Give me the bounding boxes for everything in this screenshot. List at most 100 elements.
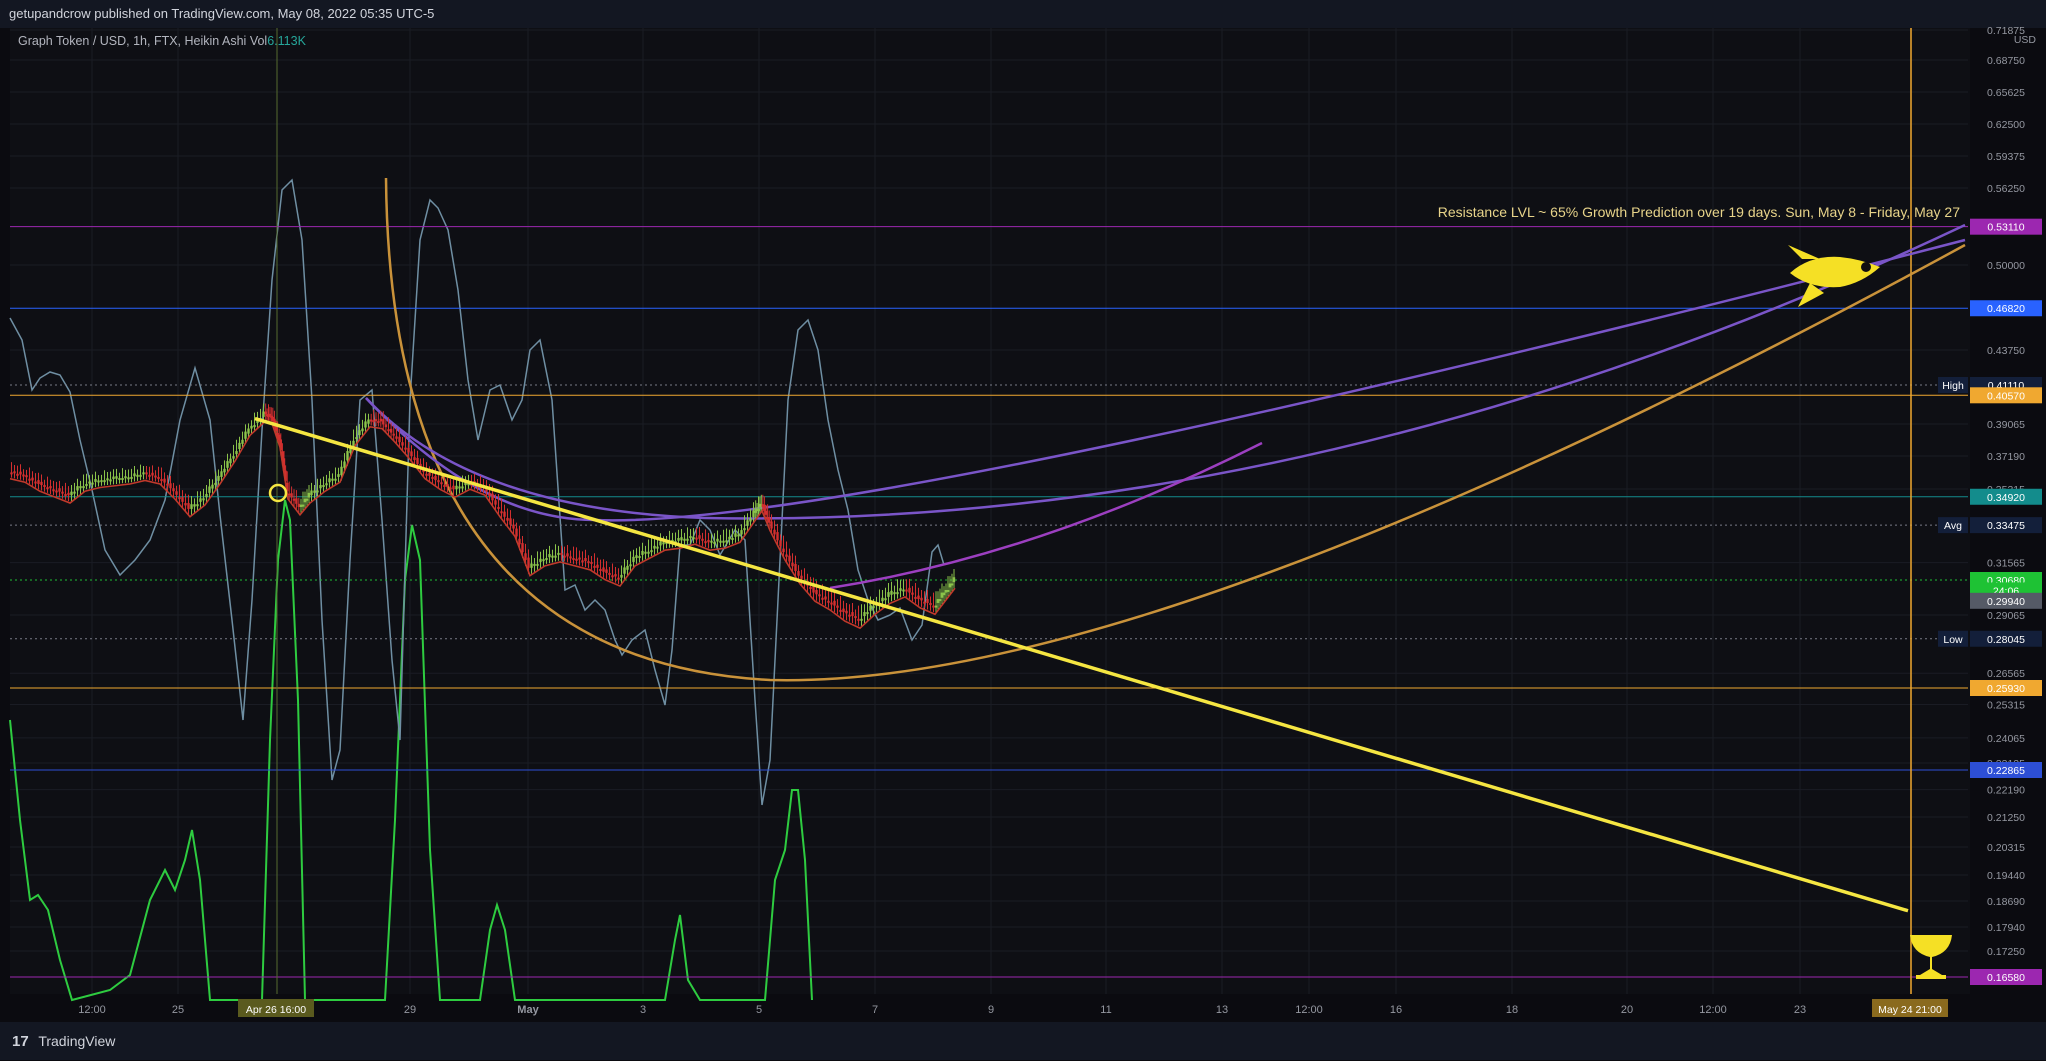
descending-trendline xyxy=(254,416,1909,913)
candle-body xyxy=(310,490,313,496)
candle-body xyxy=(389,428,393,433)
candle-body xyxy=(934,605,938,608)
candle-body xyxy=(88,481,91,484)
currency-label: USD xyxy=(2014,34,2037,46)
candle-body xyxy=(905,589,908,592)
candle-body xyxy=(229,458,232,464)
time-tick-label: 9 xyxy=(988,1004,994,1016)
price-tick-label: 0.43750 xyxy=(1987,345,2025,357)
candle-body xyxy=(923,601,926,604)
price-badge-prefix: Avg xyxy=(1944,520,1962,532)
candle-body xyxy=(413,457,416,461)
candle-body xyxy=(325,483,328,486)
time-axis[interactable] xyxy=(10,994,1970,1022)
candle-body xyxy=(908,587,911,593)
candle-body xyxy=(437,480,440,483)
resistance-annotation[interactable]: Resistance LVL ~ 65% Growth Prediction o… xyxy=(1438,204,1960,220)
time-tick-label: 25 xyxy=(172,1004,184,1016)
candle-body xyxy=(488,492,491,496)
candle-body xyxy=(270,415,273,418)
candle-body xyxy=(527,557,530,568)
candle-body xyxy=(896,592,899,595)
legend-vol-label: Vol xyxy=(249,34,268,48)
candle-body xyxy=(70,491,73,496)
candle-body xyxy=(881,597,884,602)
candle-body xyxy=(671,539,674,542)
price-tick-label: 0.17940 xyxy=(1987,922,2025,934)
candle-body xyxy=(181,497,184,502)
candle-body xyxy=(271,416,274,422)
time-axis-labels: 12:00 25 29 May 3 5 7 9 11 13 12:00 16 18 20 12:00 23 Ap… xyxy=(78,999,1948,1017)
candle-body xyxy=(367,419,370,424)
candle-body xyxy=(250,425,253,429)
candle-body xyxy=(422,469,425,472)
orange-arc xyxy=(384,177,1966,682)
candle-body xyxy=(560,552,563,555)
candle-body xyxy=(539,558,542,562)
candle-body xyxy=(946,589,950,592)
candle-body xyxy=(370,419,373,422)
tradingview-logo-icon[interactable]: 17 xyxy=(12,1033,29,1050)
candle-body xyxy=(518,538,521,545)
candle-body xyxy=(851,612,854,617)
candle-body xyxy=(265,414,269,417)
candle-body xyxy=(100,480,103,483)
candle-body xyxy=(461,486,464,489)
candle-body xyxy=(337,474,340,477)
candle-body xyxy=(680,537,683,541)
chart-legend[interactable]: Graph Token / USD, 1h, FTX, Heikin Ashi … xyxy=(18,34,306,48)
candle-body xyxy=(758,503,762,507)
candle-body xyxy=(290,493,293,498)
candle-body xyxy=(214,482,217,485)
candle-body xyxy=(494,500,497,505)
candle-body xyxy=(782,548,785,553)
candle-body xyxy=(136,474,139,477)
time-tick-label: 13 xyxy=(1216,1004,1228,1016)
candle-body xyxy=(392,433,395,436)
price-badge xyxy=(1970,680,2042,696)
candle-body xyxy=(384,424,388,428)
candle-body xyxy=(521,543,524,553)
candle-body xyxy=(773,529,776,535)
candle-body xyxy=(244,431,247,439)
footer-brand[interactable]: TradingView xyxy=(38,1033,116,1049)
candle-body xyxy=(103,480,106,483)
candle-body xyxy=(899,588,902,591)
candle-body xyxy=(115,476,118,479)
candle-body xyxy=(241,439,244,444)
magenta-curve xyxy=(829,441,1263,590)
price-badge-prefix-bg xyxy=(1938,377,1968,393)
candle-body xyxy=(419,463,422,468)
price-tick-label: 0.31565 xyxy=(1987,558,2025,570)
price-badge xyxy=(1970,762,2042,778)
candle-body xyxy=(686,538,689,541)
candle-body xyxy=(452,485,455,490)
candle-body xyxy=(208,486,211,493)
candle-body xyxy=(491,493,494,501)
candle-body xyxy=(800,575,803,579)
time-marker-badge xyxy=(238,999,314,1017)
candle-body xyxy=(760,504,763,507)
time-tick-label: 23 xyxy=(1794,1004,1806,1016)
publish-header: getupandcrow published on TradingView.co… xyxy=(0,0,2046,28)
candle-body xyxy=(641,550,644,555)
candle-body xyxy=(887,592,890,597)
candle-body xyxy=(382,419,385,425)
time-marker-badge xyxy=(1872,999,1948,1017)
candle-body xyxy=(262,411,265,417)
candle-body xyxy=(276,432,279,436)
candle-body xyxy=(698,535,701,539)
candle-body xyxy=(854,616,857,619)
candle-body xyxy=(443,485,446,488)
legend-symbol: Graph Token / USD, 1h, FTX, Heikin Ashi xyxy=(18,34,247,48)
candle-body xyxy=(599,569,602,572)
candle-body xyxy=(58,488,61,492)
price-badge-value: 0.28045 xyxy=(1987,634,2025,646)
candle-body xyxy=(268,413,272,416)
candle-body xyxy=(848,614,851,617)
candle-body xyxy=(707,539,710,543)
candle-body xyxy=(284,470,287,481)
candle-body xyxy=(193,504,196,507)
legend-vol-value: 6.113K xyxy=(267,34,306,48)
